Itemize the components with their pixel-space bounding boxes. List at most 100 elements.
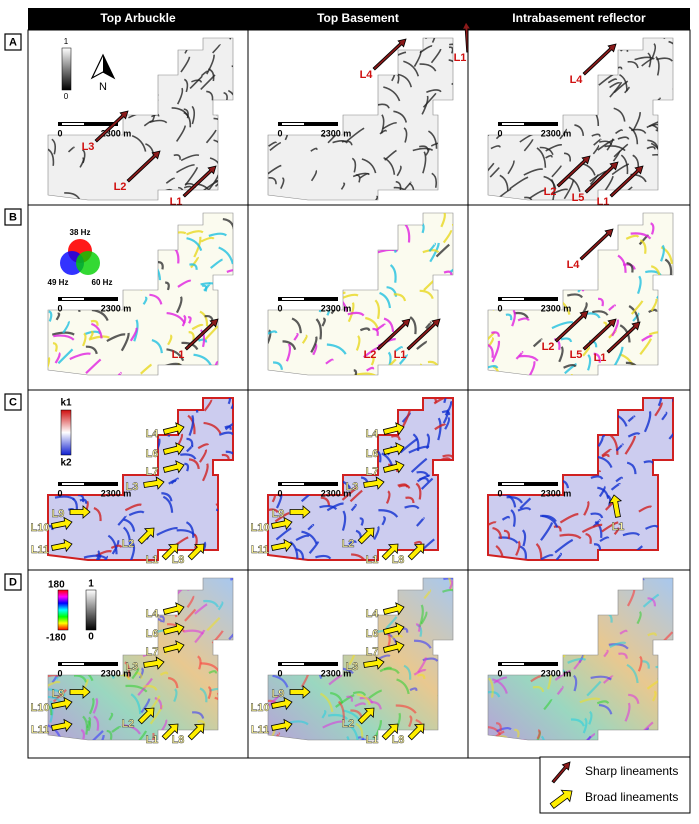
texture-stroke <box>208 670 217 674</box>
texture-stroke <box>380 114 385 134</box>
texture-stroke <box>268 177 277 185</box>
texture-stroke <box>373 719 383 740</box>
texture-stroke <box>434 423 447 431</box>
texture-stroke <box>543 698 553 711</box>
lineament-label: L1 <box>394 349 407 361</box>
legend-phase-bottom: -180 <box>46 633 66 644</box>
texture-stroke <box>399 437 419 454</box>
broad-arrow <box>187 543 205 561</box>
scale-bar-white <box>282 123 304 125</box>
texture-stroke <box>420 477 434 490</box>
texture-stroke <box>193 353 212 366</box>
texture-stroke <box>515 540 521 556</box>
lineament-label: L1 <box>366 554 379 566</box>
texture-stroke <box>347 302 355 323</box>
texture-stroke <box>268 330 278 335</box>
texture-stroke <box>310 147 318 152</box>
texture-stroke <box>608 643 629 650</box>
texture-stroke <box>190 256 200 269</box>
texture-stroke <box>583 500 590 516</box>
sharp-arrow <box>182 165 217 198</box>
texture-stroke <box>171 107 189 117</box>
broad-arrow <box>407 723 425 741</box>
texture-stroke <box>48 703 53 716</box>
texture-stroke <box>55 312 61 321</box>
broad-arrow <box>381 543 399 561</box>
broad-arrow <box>382 622 405 636</box>
texture-stroke <box>85 358 102 374</box>
texture-stroke <box>93 507 102 522</box>
texture-stroke <box>413 668 427 676</box>
texture-stroke <box>501 515 510 521</box>
texture-stroke <box>268 694 281 707</box>
texture-stroke <box>108 712 114 721</box>
texture-stroke <box>499 174 509 192</box>
texture-stroke <box>165 177 176 184</box>
texture-stroke <box>391 634 403 639</box>
texture-stroke <box>442 454 453 460</box>
texture-stroke <box>647 597 657 607</box>
texture-stroke <box>131 135 147 152</box>
texture-stroke <box>176 164 195 174</box>
texture-stroke <box>413 639 432 649</box>
broad-arrow <box>162 460 185 474</box>
texture-stroke <box>124 661 131 679</box>
texture-stroke <box>592 310 609 316</box>
texture-stroke <box>175 296 183 314</box>
texture-stroke <box>181 314 187 327</box>
texture-stroke <box>224 425 232 431</box>
texture-stroke <box>308 541 320 554</box>
lineament-label: L11 <box>31 724 49 736</box>
texture-stroke <box>615 443 624 452</box>
texture-stroke <box>383 317 395 332</box>
texture-stroke <box>628 305 640 324</box>
texture-stroke <box>295 534 310 542</box>
texture-stroke <box>377 103 390 109</box>
texture-stroke <box>180 56 191 73</box>
texture-stroke <box>593 138 602 146</box>
texture-stroke <box>642 660 650 669</box>
panel: 0 2300 m <box>467 569 691 759</box>
sharp-arrow <box>126 150 161 183</box>
texture-stroke <box>347 723 359 740</box>
map-area <box>487 397 674 561</box>
texture-stroke <box>611 319 620 337</box>
lineament-label: L3 <box>82 141 95 153</box>
legend-bar <box>60 409 72 456</box>
texture-stroke <box>85 345 98 355</box>
texture-stroke <box>379 129 387 135</box>
lineament-label: L1 <box>454 52 467 64</box>
texture-stroke <box>442 398 447 404</box>
texture-stroke <box>111 725 122 733</box>
texture-stroke <box>180 453 197 460</box>
texture-stroke <box>489 167 500 178</box>
texture-stroke <box>622 532 641 537</box>
texture-stroke <box>626 262 634 273</box>
texture-stroke <box>409 687 418 692</box>
texture-stroke <box>90 322 103 339</box>
texture-stroke <box>310 336 318 353</box>
scale-bar-black <box>278 482 338 486</box>
broad-arrow <box>382 602 405 616</box>
texture-stroke <box>517 507 532 512</box>
texture-stroke <box>412 147 434 152</box>
scale-bar-white <box>62 483 84 485</box>
broad-arrow <box>51 516 73 531</box>
texture-stroke <box>157 261 164 270</box>
texture-stroke <box>370 701 382 710</box>
lineament-label: L8 <box>172 734 185 746</box>
texture-stroke <box>590 475 604 480</box>
texture-stroke <box>330 691 344 704</box>
texture-stroke <box>94 734 105 740</box>
texture-stroke <box>368 689 382 699</box>
texture-stroke <box>422 151 427 174</box>
texture-stroke <box>426 89 442 93</box>
texture-stroke <box>184 608 197 622</box>
texture-stroke <box>191 105 196 125</box>
texture-stroke <box>567 657 587 664</box>
broad-arrow <box>51 696 73 711</box>
texture-stroke <box>173 154 181 160</box>
texture-stroke <box>356 693 371 706</box>
texture-stroke <box>217 601 224 611</box>
